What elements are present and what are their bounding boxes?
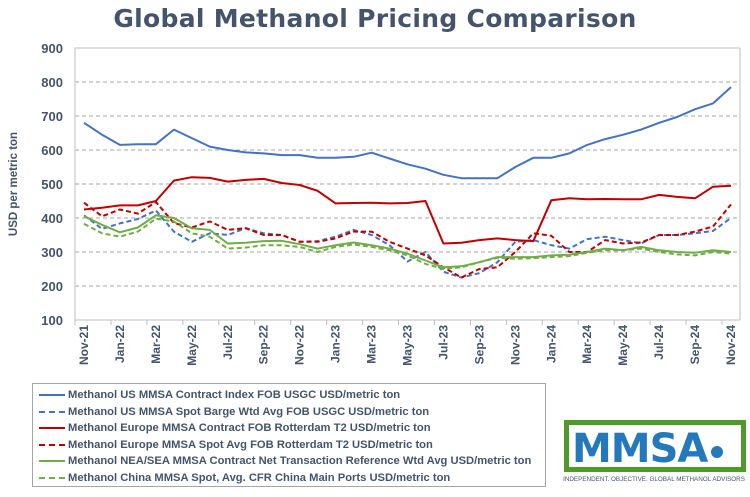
x-tick-label: Mar-22: [149, 325, 163, 364]
y-tick-label: 600: [41, 143, 63, 158]
legend-label: Methanol US MMSA Contract Index FOB USGC…: [68, 389, 401, 402]
legend-swatch: [39, 460, 65, 463]
chart-plot: 100 200 300 400 500 600 700 800 900 USD per metri…: [8, 41, 741, 366]
series-line-5: [83, 214, 732, 269]
svg-text:MMSA: MMSA: [572, 426, 708, 470]
x-tick-label: Sep-24: [688, 325, 702, 365]
y-axis-label: USD per metric ton: [8, 132, 20, 236]
legend-swatch: [39, 476, 65, 479]
series-line-1: [83, 86, 732, 180]
x-tick-label: Nov-22: [293, 325, 307, 365]
series-line-3: [83, 176, 732, 245]
legend-label: Methanol China MMSA Spot, Avg. CFR China…: [68, 471, 451, 484]
logo-tagline: INDEPENDENT. OBJECTIVE. GLOBAL METHANOL …: [563, 476, 745, 483]
y-tick-label: 500: [41, 177, 63, 192]
legend-item: Methanol US MMSA Contract Index FOB USGC…: [39, 387, 545, 404]
legend-item: Methanol Europe MMSA Spot Avg FOB Rotter…: [39, 437, 545, 454]
legend-label: Methanol NEA/SEA MMSA Contract Net Trans…: [68, 455, 532, 468]
legend-label: Methanol Europe MMSA Spot Avg FOB Rotter…: [68, 438, 433, 451]
x-tick-label: Nov-24: [724, 325, 738, 365]
legend-swatch: [39, 410, 65, 413]
legend-item: Methanol NEA/SEA MMSA Contract Net Trans…: [39, 453, 545, 470]
x-tick-label: Nov-21: [77, 325, 91, 365]
x-tick-label: Mar-24: [580, 325, 594, 364]
legend-label: Methanol US MMSA Spot Barge Wtd Avg FOB …: [68, 405, 430, 418]
x-tick-label: Jul-22: [221, 325, 235, 360]
legend-item: Methanol China MMSA Spot, Avg. CFR China…: [39, 470, 545, 487]
y-tick-label: 100: [41, 313, 63, 328]
y-tick-label: 400: [41, 211, 63, 226]
y-tick-label: 700: [41, 109, 63, 124]
series-line-6: [83, 217, 732, 270]
legend: Methanol US MMSA Contract Index FOB USGC…: [32, 383, 546, 487]
plot-area-border: [74, 47, 741, 321]
x-tick-label: Jan-24: [544, 325, 558, 363]
legend-swatch: [39, 394, 65, 397]
chart-title: Global Methanol Pricing Comparison: [113, 4, 637, 33]
x-tick-label: Sep-23: [472, 325, 486, 365]
logo-frame: [564, 420, 746, 472]
x-tick-label: Jul-24: [652, 325, 666, 360]
legend-item: Methanol US MMSA Spot Barge Wtd Avg FOB …: [39, 404, 545, 421]
legend-item: Methanol Europe MMSA Contract FOB Rotter…: [39, 420, 545, 437]
legend-label: Methanol Europe MMSA Contract FOB Rotter…: [68, 422, 431, 435]
legend-swatch: [39, 427, 65, 430]
y-tick-label: 300: [41, 245, 63, 260]
series-line-4: [83, 201, 732, 279]
x-tick-label: May-24: [616, 325, 630, 366]
y-tick-label: 800: [41, 75, 63, 90]
x-tick-label: Jul-23: [436, 325, 450, 360]
x-tick-label: Jan-23: [329, 325, 343, 363]
y-tick-label: 200: [41, 279, 63, 294]
mmsa-logo: MMSA INDEPENDENT. OBJECTIVE. GLOBAL METH…: [560, 420, 748, 488]
y-tick-label: 900: [41, 41, 63, 56]
x-tick-label: May-23: [401, 325, 415, 366]
x-tick-label: Mar-23: [365, 325, 379, 364]
x-tick-label: May-22: [185, 325, 199, 366]
x-tick-label: Sep-22: [257, 325, 271, 365]
x-tick-label: Jan-22: [113, 325, 127, 363]
x-tick-label: Nov-23: [508, 325, 522, 365]
legend-swatch: [39, 443, 65, 446]
series-line-2: [83, 209, 732, 279]
